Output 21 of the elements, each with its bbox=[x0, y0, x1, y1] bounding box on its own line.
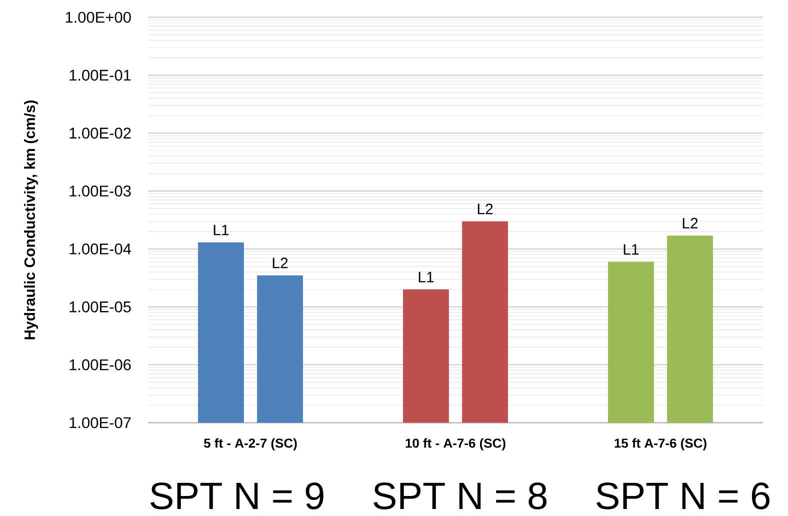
text: SPT N = 8 bbox=[374, 482, 546, 510]
y-axis-title: Hydraulic Conductivity, km (cm/s) bbox=[24, 100, 38, 340]
y-tick-label: 1.00E-03 bbox=[70, 186, 131, 197]
x-tick-label: 15 ft A-7-6 (SC) bbox=[614, 438, 706, 450]
text: SPT N = 9 bbox=[150, 482, 324, 510]
text: L2 bbox=[682, 218, 698, 228]
y-tick-label: 1.00E-02 bbox=[70, 128, 131, 139]
y-tick-label: 1.00E-01 bbox=[70, 70, 131, 81]
text: SPT N = 6 bbox=[596, 482, 770, 510]
y-tick-label: 1.00E-05 bbox=[70, 301, 131, 312]
text: L2 bbox=[478, 204, 493, 214]
y-tick-label: 1.00E+00 bbox=[66, 12, 131, 23]
text: L1 bbox=[624, 244, 639, 255]
y-tick-label: 1.00E-07 bbox=[70, 417, 131, 428]
x-tick-label: 5 ft - A-2-7 (SC) bbox=[204, 438, 297, 450]
series-label: L2 bbox=[272, 258, 288, 268]
text: L1 bbox=[418, 272, 434, 282]
x-tick-label: 10 ft - A-7-6 (SC) bbox=[406, 438, 506, 450]
y-tick-label: 1.00E-04 bbox=[70, 243, 132, 254]
y-tick-label: 1.00E-06 bbox=[70, 359, 131, 370]
series-label: L1 bbox=[214, 224, 229, 236]
